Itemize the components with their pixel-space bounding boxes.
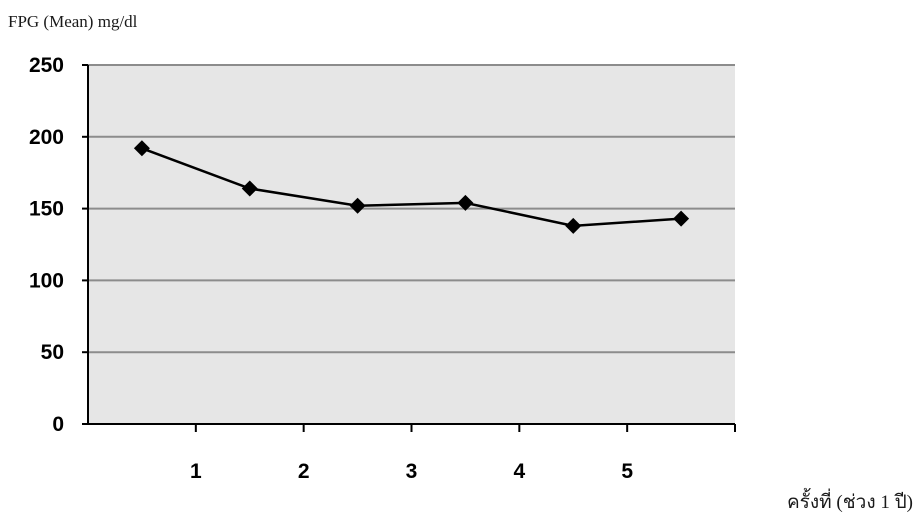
y-tick-labels: 0 50 100 150 200 250 (29, 54, 64, 436)
data-point-1 (133, 140, 150, 157)
series-fpg-mean (133, 140, 690, 234)
data-point-2 (241, 180, 258, 197)
x-tick-label-3: 3 (406, 460, 418, 483)
y-axis-title: FPG (Mean) mg/dl (8, 12, 138, 31)
y-tick-label-0: 0 (52, 413, 64, 436)
plot-area (88, 65, 735, 424)
gridlines (88, 64, 735, 354)
y-tick-label-150: 150 (29, 198, 64, 221)
y-tick-label-200: 200 (29, 126, 64, 149)
data-point-5 (565, 217, 582, 234)
x-tick-label-1: 1 (190, 460, 202, 483)
data-point-6 (673, 210, 690, 227)
data-point-4 (457, 194, 474, 211)
x-tick-label-2: 2 (298, 460, 310, 483)
y-tick-label-100: 100 (29, 269, 64, 292)
x-tick-label-5: 5 (621, 460, 633, 483)
x-tick-label-4: 4 (513, 460, 525, 483)
x-tick-labels: 1 2 3 4 5 (190, 460, 633, 483)
y-tick-label-50: 50 (41, 341, 64, 364)
y-tick-label-250: 250 (29, 54, 64, 77)
data-point-3 (349, 197, 366, 214)
axes (82, 64, 736, 432)
x-axis-title: ครั้งที่ (ช่วง 1 ปี) (787, 488, 913, 513)
series-line (141, 147, 682, 228)
